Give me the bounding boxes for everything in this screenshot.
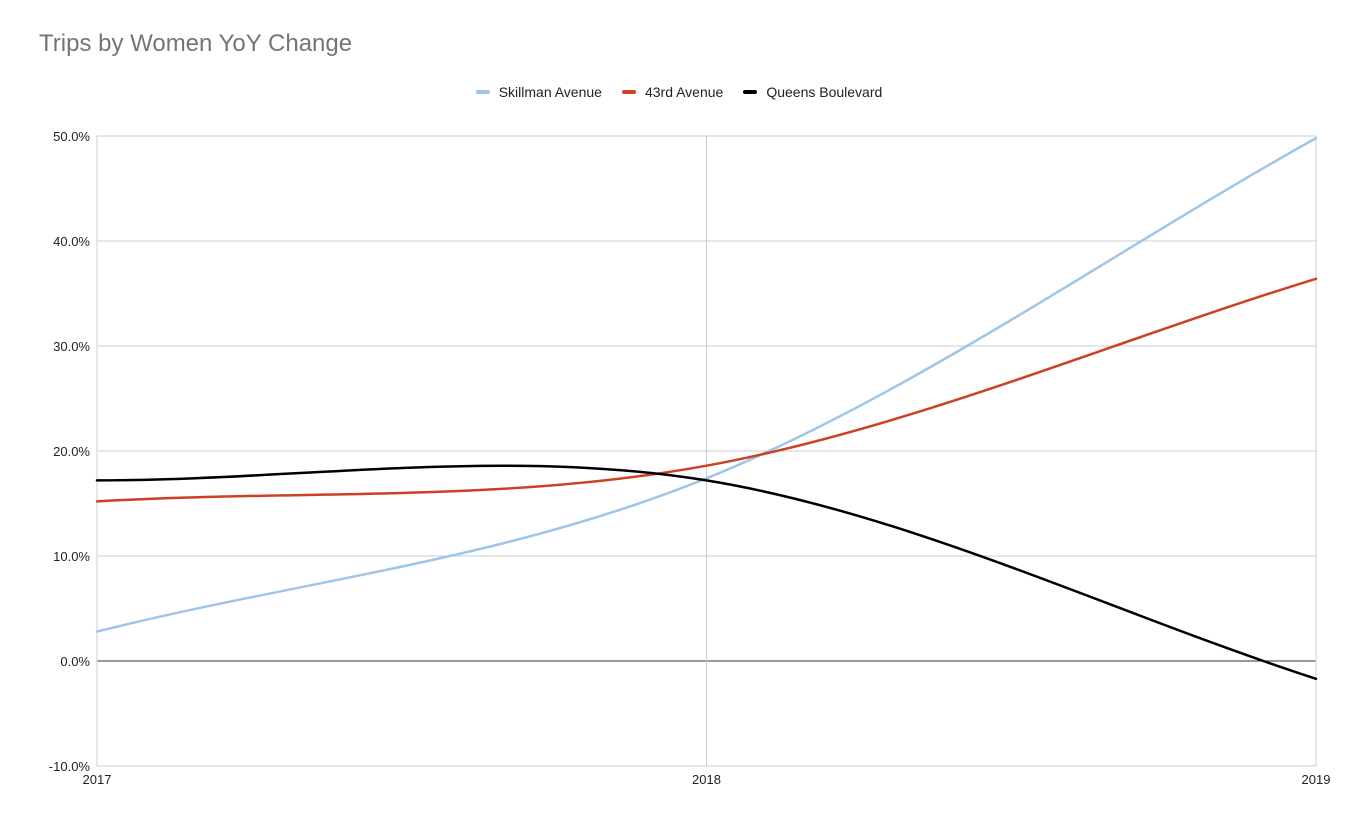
- x-tick-label: 2018: [692, 772, 721, 787]
- chart-title: Trips by Women YoY Change: [39, 30, 353, 57]
- legend-swatch: [743, 90, 758, 94]
- chart-legend: Skillman Avenue 43rd Avenue Queens Bouleva…: [0, 84, 1358, 100]
- y-tick-label: 0.0%: [60, 654, 90, 669]
- series-line-0: [95, 136, 1318, 633]
- legend-item-0: Skillman Avenue: [475, 84, 602, 100]
- x-tick-label: 2019: [1302, 772, 1331, 787]
- y-tick-label: 10.0%: [53, 549, 90, 564]
- series-line-2: [95, 464, 1318, 681]
- y-tick-label: 40.0%: [53, 234, 90, 249]
- y-tick-label: 20.0%: [53, 444, 90, 459]
- x-tick-label: 2017: [83, 772, 112, 787]
- legend-item-1: 43rd Avenue: [621, 84, 724, 100]
- legend-item-2: Queens Boulevard: [743, 84, 882, 100]
- legend-label: Skillman Avenue: [498, 84, 602, 100]
- y-tick-label: 50.0%: [53, 129, 90, 144]
- legend-swatch: [475, 90, 490, 94]
- legend-swatch: [621, 90, 636, 94]
- legend-label: 43rd Avenue: [644, 84, 724, 100]
- series-line-1: [95, 277, 1318, 503]
- y-tick-label: 30.0%: [53, 339, 90, 354]
- y-tick-label: -10.0%: [49, 759, 91, 774]
- legend-label: Queens Boulevard: [766, 84, 883, 100]
